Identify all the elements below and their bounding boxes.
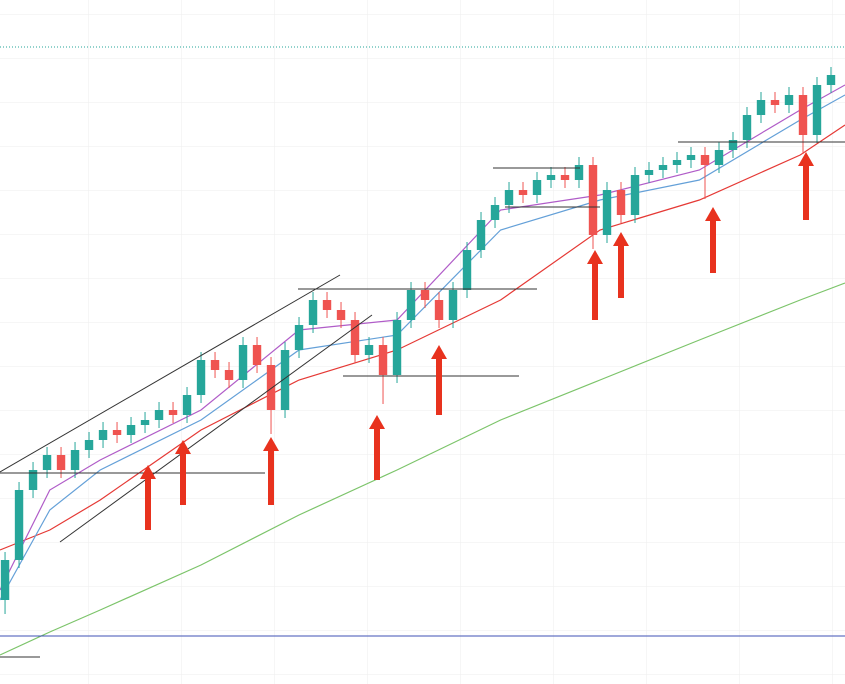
candle-body <box>644 170 654 175</box>
arrow <box>263 437 279 505</box>
channel-line <box>0 274 341 473</box>
candle-body <box>574 165 584 180</box>
candle-body <box>490 205 500 220</box>
candle-body <box>770 100 780 105</box>
candle-body <box>182 395 192 415</box>
candle-body <box>168 410 178 415</box>
arrow <box>175 440 191 505</box>
candle-body <box>14 490 24 560</box>
candle-body <box>434 300 444 320</box>
arrow <box>613 232 629 298</box>
candle-body <box>588 165 598 235</box>
candle-body <box>252 345 262 365</box>
candles <box>0 67 836 614</box>
candle-body <box>714 150 724 165</box>
candle-body <box>504 190 514 205</box>
candle-body <box>280 350 290 410</box>
candle-body <box>742 115 752 140</box>
candle-body <box>98 430 108 440</box>
candle-body <box>308 300 318 325</box>
candle-body <box>294 325 304 350</box>
candle-body <box>630 175 640 215</box>
channel-line <box>59 314 373 543</box>
candle-body <box>350 320 360 355</box>
candle-body <box>784 95 794 105</box>
arrow <box>587 250 603 320</box>
arrows <box>140 152 814 530</box>
candle-body <box>420 290 430 300</box>
moving-average <box>0 282 845 656</box>
drawings <box>0 141 845 658</box>
candle-body <box>70 450 80 470</box>
arrow <box>369 415 385 480</box>
arrow <box>431 345 447 415</box>
candle-body <box>728 140 738 150</box>
candle-body <box>224 370 234 380</box>
candle-body <box>112 430 122 435</box>
candle-body <box>812 85 822 135</box>
candle-body <box>448 290 458 320</box>
candle-body <box>0 560 10 600</box>
candle-body <box>56 455 66 470</box>
candle-body <box>322 300 332 310</box>
candle-body <box>560 175 570 180</box>
candle-body <box>126 425 136 435</box>
candle-body <box>378 345 388 375</box>
candle-body <box>154 410 164 420</box>
candle-body <box>336 310 346 320</box>
candle-body <box>826 75 836 85</box>
candle-body <box>196 360 206 395</box>
candle-body <box>462 250 472 290</box>
candle-body <box>84 440 94 450</box>
arrow <box>140 465 156 530</box>
candle-body <box>364 345 374 355</box>
candle-body <box>42 455 52 470</box>
candle-body <box>28 470 38 490</box>
candle-body <box>546 175 556 180</box>
candle-body <box>476 220 486 250</box>
candle-body <box>406 290 416 320</box>
candle-body <box>140 420 150 425</box>
candle-body <box>238 345 248 380</box>
candle-body <box>210 360 220 370</box>
candle-body <box>756 100 766 115</box>
candle-body <box>700 155 710 165</box>
candle-body <box>602 190 612 235</box>
candle-body <box>532 180 542 195</box>
candle-body <box>798 95 808 135</box>
candle-body <box>672 160 682 165</box>
arrow <box>798 152 814 220</box>
candle-body <box>518 190 528 195</box>
candle-body <box>266 365 276 410</box>
candle-body <box>392 320 402 375</box>
arrow <box>705 207 721 273</box>
candle-body <box>658 165 668 170</box>
candle-body <box>616 190 626 215</box>
candle-body <box>686 155 696 160</box>
